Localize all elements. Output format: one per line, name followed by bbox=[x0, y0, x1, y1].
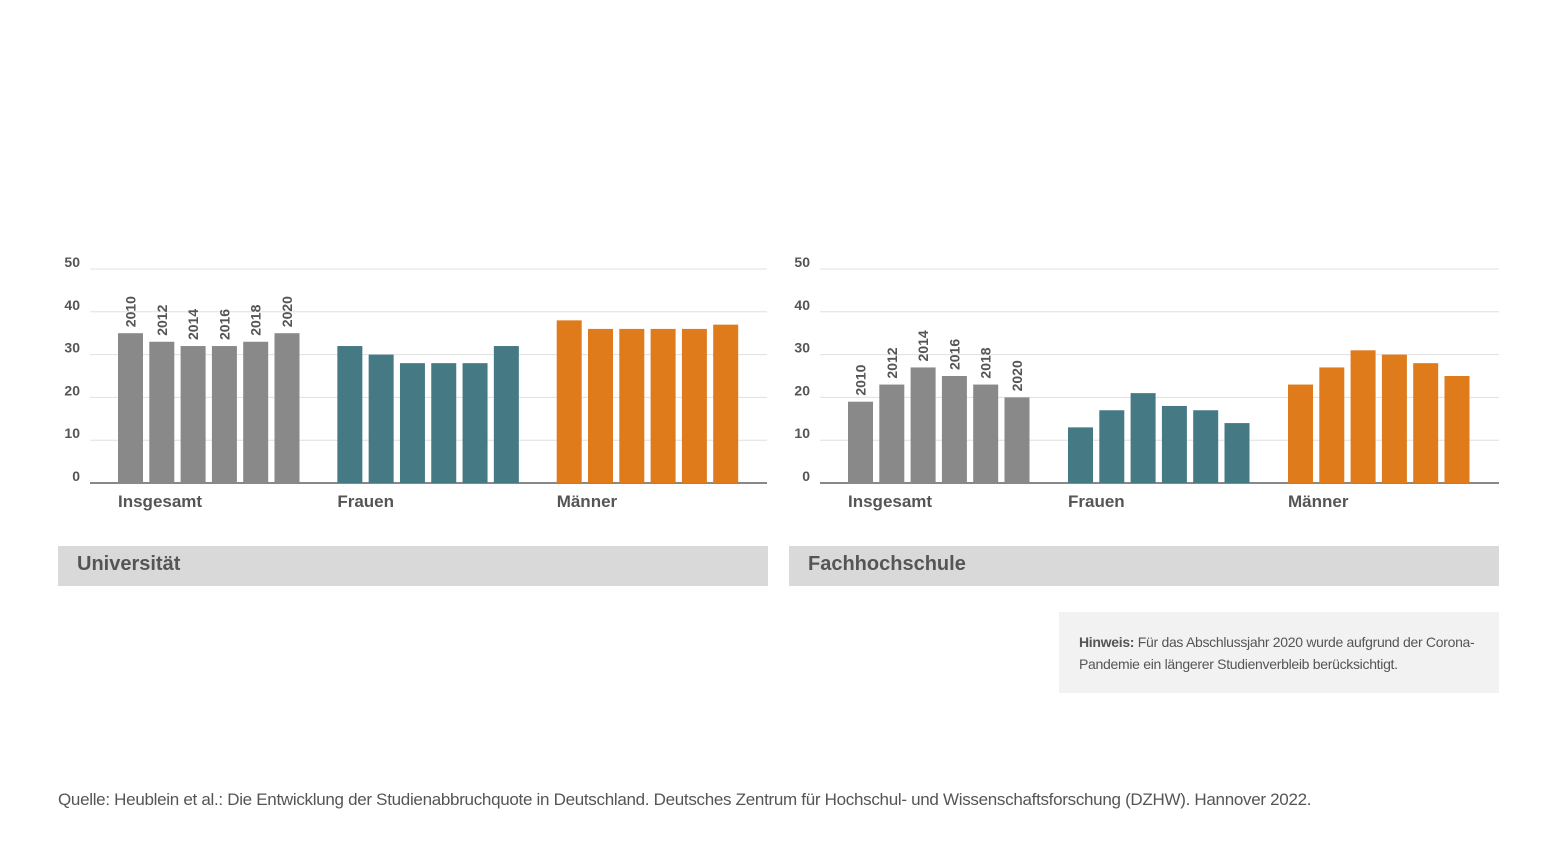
year-label: 2014 bbox=[185, 309, 201, 340]
year-label: 2010 bbox=[123, 296, 139, 327]
panel-title-box bbox=[789, 546, 1499, 586]
bar bbox=[118, 333, 143, 483]
group-label: Männer bbox=[557, 492, 618, 511]
y-tick-label: 0 bbox=[802, 468, 810, 484]
bar bbox=[1161, 405, 1187, 483]
year-label: 2012 bbox=[884, 347, 900, 378]
group-label: Insgesamt bbox=[118, 492, 202, 511]
year-label: 2020 bbox=[1009, 360, 1025, 391]
bar bbox=[587, 328, 613, 483]
bar bbox=[1224, 423, 1250, 483]
bar bbox=[1130, 393, 1156, 483]
bar bbox=[274, 333, 300, 483]
note-label: Hinweis: bbox=[1079, 634, 1135, 650]
year-label: 2016 bbox=[946, 339, 962, 370]
panel-title: Universität bbox=[77, 553, 181, 575]
bar bbox=[879, 384, 905, 483]
y-tick-label: 50 bbox=[64, 254, 80, 270]
bar bbox=[910, 367, 936, 483]
bar bbox=[1319, 367, 1345, 483]
panel-title-box bbox=[58, 546, 768, 586]
bar bbox=[180, 346, 206, 483]
year-label: 2012 bbox=[154, 304, 170, 335]
bar bbox=[681, 328, 707, 483]
y-tick-label: 10 bbox=[794, 425, 810, 441]
group-label: Insgesamt bbox=[848, 492, 932, 511]
note: Hinweis: Für das Abschlussjahr 2020 wurd… bbox=[1059, 612, 1499, 693]
year-label: 2018 bbox=[248, 304, 264, 335]
y-tick-label: 40 bbox=[794, 297, 810, 313]
bar bbox=[1099, 410, 1125, 483]
bar bbox=[1193, 410, 1219, 483]
bar bbox=[493, 346, 519, 483]
bar bbox=[1381, 354, 1407, 483]
bar bbox=[1350, 350, 1376, 483]
group-label: Frauen bbox=[1068, 492, 1125, 511]
bar bbox=[848, 401, 873, 483]
bar bbox=[1067, 427, 1093, 483]
year-label: 2016 bbox=[216, 309, 232, 340]
source: Quelle: Heublein et al.: Die Entwicklung… bbox=[58, 790, 1312, 809]
bar bbox=[1004, 397, 1030, 483]
bar bbox=[337, 346, 363, 483]
bar bbox=[243, 341, 269, 483]
note-text: Für das Abschlussjahr 2020 wurde aufgrun… bbox=[1079, 634, 1475, 672]
bar bbox=[211, 346, 237, 483]
bar bbox=[399, 363, 425, 483]
bar bbox=[149, 341, 175, 483]
panel-title: Fachhochschule bbox=[808, 553, 966, 575]
y-tick-label: 0 bbox=[72, 468, 80, 484]
group-label: Frauen bbox=[337, 492, 394, 511]
bar bbox=[368, 354, 394, 483]
y-tick-label: 30 bbox=[64, 340, 80, 356]
bar bbox=[650, 328, 676, 483]
bar bbox=[973, 384, 999, 483]
year-label: 2014 bbox=[915, 330, 931, 361]
bar bbox=[619, 328, 645, 483]
year-label: 2010 bbox=[853, 364, 869, 395]
bar bbox=[556, 320, 582, 483]
bar bbox=[1413, 363, 1439, 483]
y-tick-label: 40 bbox=[64, 297, 80, 313]
bar bbox=[941, 376, 967, 483]
bar bbox=[431, 363, 457, 483]
y-tick-label: 50 bbox=[794, 254, 810, 270]
y-tick-label: 30 bbox=[794, 340, 810, 356]
bar bbox=[1287, 384, 1313, 483]
year-label: 2018 bbox=[978, 347, 994, 378]
y-tick-label: 20 bbox=[794, 382, 810, 398]
bar bbox=[462, 363, 488, 483]
group-label: Männer bbox=[1288, 492, 1349, 511]
y-tick-label: 10 bbox=[64, 425, 80, 441]
bar bbox=[713, 324, 739, 483]
bar bbox=[1444, 376, 1470, 483]
y-tick-label: 20 bbox=[64, 382, 80, 398]
year-label: 2020 bbox=[279, 296, 295, 327]
